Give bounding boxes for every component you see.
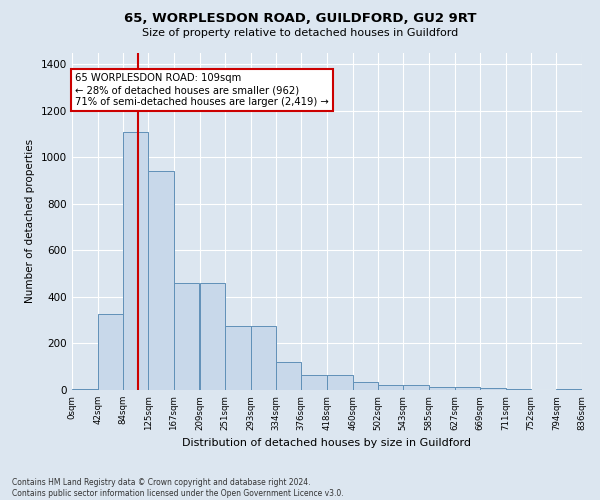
Bar (403, 386, 429, 390)
Bar (123, 132, 148, 390)
Bar (353, 382, 378, 390)
Bar (301, 375, 327, 390)
Bar (199, 283, 225, 390)
X-axis label: Distribution of detached houses by size in Guildford: Distribution of detached houses by size … (182, 438, 472, 448)
Bar (251, 326, 276, 390)
Bar (327, 375, 353, 390)
Bar (98, 314, 123, 390)
Y-axis label: Number of detached properties: Number of detached properties (25, 139, 35, 304)
Text: Contains HM Land Registry data © Crown copyright and database right 2024.
Contai: Contains HM Land Registry data © Crown c… (12, 478, 344, 498)
Bar (225, 326, 251, 390)
Text: 65, WORPLESDON ROAD, GUILDFORD, GU2 9RT: 65, WORPLESDON ROAD, GUILDFORD, GU2 9RT (124, 12, 476, 26)
Bar (276, 362, 301, 390)
Bar (378, 386, 403, 390)
Bar (429, 386, 455, 390)
Bar (174, 283, 199, 390)
Text: Size of property relative to detached houses in Guildford: Size of property relative to detached ho… (142, 28, 458, 38)
Bar (455, 386, 480, 390)
Text: 65 WORPLESDON ROAD: 109sqm
← 28% of detached houses are smaller (962)
71% of sem: 65 WORPLESDON ROAD: 109sqm ← 28% of deta… (75, 74, 329, 106)
Bar (72, 389, 98, 390)
Bar (148, 171, 174, 390)
Bar (556, 389, 582, 390)
Bar (506, 389, 531, 390)
Bar (480, 388, 506, 390)
